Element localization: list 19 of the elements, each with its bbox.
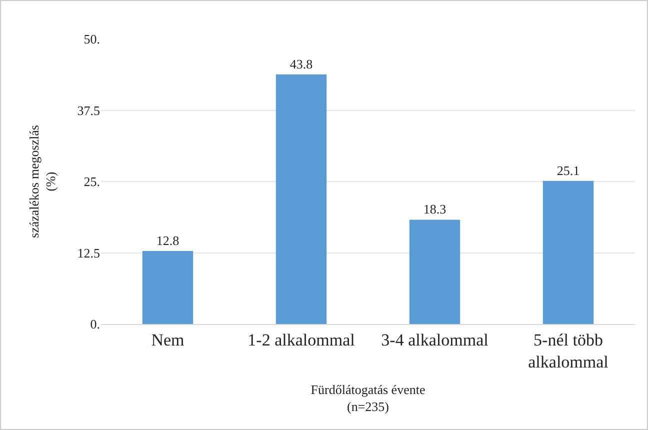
x-axis-title: Fürdőlátogatás évente (n=235) bbox=[310, 382, 426, 414]
bar bbox=[142, 251, 194, 324]
bar bbox=[276, 74, 327, 324]
data-label: 18.3 bbox=[423, 202, 446, 217]
y-tick-label: 0. bbox=[90, 316, 100, 332]
x-tick-label: 5-nél több alkalommal bbox=[528, 330, 609, 372]
data-label: 12.8 bbox=[156, 233, 180, 248]
data-label: 43.8 bbox=[290, 56, 313, 72]
y-tick-label: 37.5 bbox=[77, 102, 100, 118]
y-axis-title: százalékos megoszlás (%) bbox=[26, 125, 58, 238]
y-tick-label: 12.5 bbox=[77, 245, 100, 260]
x-tick-label: 3-4 alkalommal bbox=[381, 330, 489, 350]
x-tick-label: 1-2 alkalommal bbox=[248, 330, 356, 350]
x-tick-label: Nem bbox=[151, 330, 184, 350]
y-tick-label: 25. bbox=[84, 174, 100, 190]
y-tick-label: 50. bbox=[84, 32, 100, 47]
bar bbox=[542, 180, 594, 324]
data-label: 25.1 bbox=[556, 162, 580, 178]
bar bbox=[409, 220, 460, 324]
